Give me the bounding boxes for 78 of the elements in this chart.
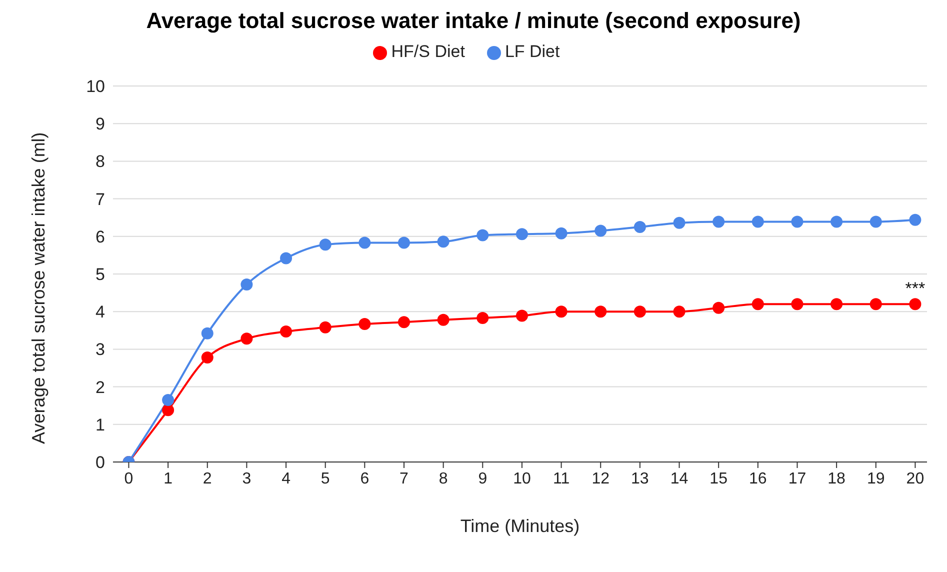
x-tick-label: 19 (866, 470, 885, 488)
y-tick-label: 5 (96, 265, 105, 284)
point (870, 216, 882, 228)
y-tick-label: 6 (96, 227, 105, 246)
point (319, 238, 332, 251)
point (516, 310, 528, 322)
legend-label: LF Diet (504, 42, 560, 61)
y-tick-label: 7 (96, 190, 105, 209)
point (712, 216, 725, 228)
point (594, 306, 607, 318)
point (437, 236, 450, 248)
x-tick-label: 14 (670, 470, 688, 488)
point (673, 216, 686, 229)
x-tick-label: 20 (906, 470, 924, 488)
point (201, 351, 214, 364)
x-tick-label: 9 (478, 470, 488, 488)
point (280, 326, 292, 338)
x-tick-label: 5 (320, 470, 330, 488)
legend-label: HF/S Diet (391, 42, 465, 61)
annotation: *** (905, 279, 926, 298)
x-tick-label: 6 (360, 470, 370, 488)
x-tick-label: 17 (788, 470, 806, 488)
point (830, 216, 843, 228)
x-tick-label: 10 (513, 470, 531, 488)
point (162, 394, 174, 406)
point (358, 318, 371, 330)
x-tick-label: 1 (164, 470, 173, 488)
point (358, 236, 371, 249)
x-tick-label: 8 (438, 470, 448, 488)
point (909, 214, 922, 226)
point (476, 312, 489, 324)
y-tick-label: 0 (96, 453, 105, 472)
point (555, 227, 568, 240)
point (162, 404, 174, 416)
x-tick-label: 18 (828, 470, 846, 488)
point (398, 236, 410, 249)
point (752, 216, 764, 228)
point (476, 229, 489, 242)
x-tick-label: 7 (400, 470, 409, 488)
x-tick-label: 2 (202, 470, 212, 488)
point (634, 221, 646, 233)
point (240, 278, 253, 291)
x-tick-label: 0 (124, 470, 134, 488)
point (555, 306, 568, 318)
point (830, 298, 843, 310)
point (870, 298, 882, 310)
y-tick-label: 8 (96, 152, 105, 172)
y-tick-label: 10 (86, 77, 105, 96)
x-axis-title: Time (Minutes) (460, 516, 580, 536)
point (791, 216, 804, 228)
x-tick-label: 15 (710, 470, 728, 488)
x-tick-label: 3 (242, 470, 252, 488)
y-tick-label: 9 (96, 114, 105, 134)
point (437, 314, 450, 326)
y-tick-label: 4 (96, 302, 105, 322)
x-tick-label: 16 (749, 470, 767, 488)
y-axis-title: Average total sucrose water intake (ml) (28, 132, 48, 444)
point (398, 316, 410, 328)
point (319, 321, 332, 334)
y-tick-label: 2 (96, 378, 105, 397)
point (280, 252, 292, 264)
point (634, 306, 646, 318)
x-tick-label: 11 (552, 470, 570, 488)
y-tick-label: 1 (96, 415, 105, 434)
x-tick-label: 13 (631, 470, 649, 488)
x-tick-label: 12 (592, 470, 610, 488)
point (712, 302, 725, 314)
point (516, 228, 528, 240)
point (594, 224, 607, 237)
y-tick-label: 3 (96, 340, 105, 360)
point (201, 327, 214, 340)
point (791, 298, 804, 310)
point (752, 298, 764, 310)
point (673, 306, 686, 318)
point (240, 332, 253, 345)
chart-title: Average total sucrose water intake / minute (second exposure) (145, 8, 802, 35)
x-tick-label: 4 (282, 470, 291, 488)
point (909, 298, 922, 310)
